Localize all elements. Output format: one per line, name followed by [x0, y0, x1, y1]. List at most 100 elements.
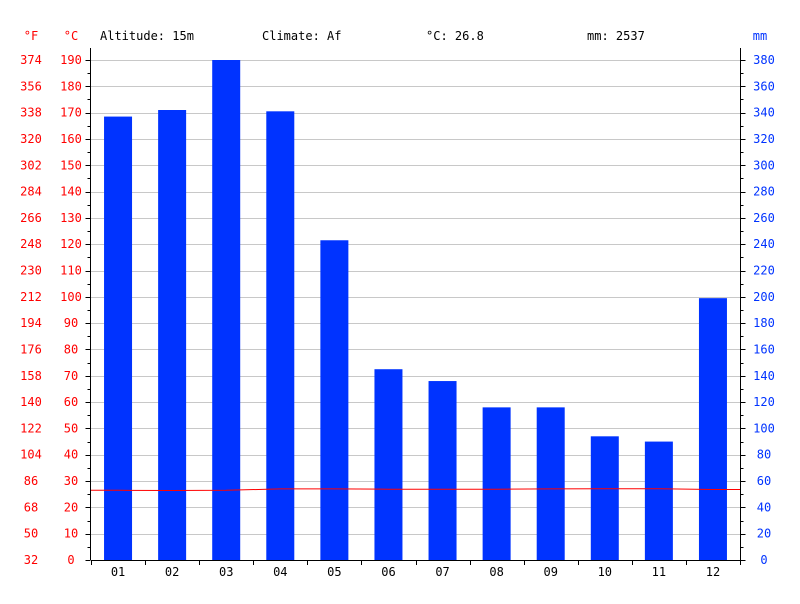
mm-tick-label: 0	[760, 553, 767, 567]
celsius-tick-label: 190	[60, 53, 82, 67]
precipitation-bar	[320, 240, 349, 560]
precipitation-bar	[212, 60, 241, 560]
celsius-tick-label: 40	[64, 448, 78, 462]
fahrenheit-tick-label: 68	[24, 500, 38, 514]
mm-tick-labels: 0 20 40 60 80 100 120 140 160 180 200 220 240 260 280 3…	[753, 53, 775, 567]
mm-tick-label: 360	[753, 79, 775, 93]
mm-tick-label: 380	[753, 53, 775, 67]
fahrenheit-tick-label: 32	[24, 553, 38, 567]
fahrenheit-tick-label: 194	[20, 316, 42, 330]
mm-tick-label: 40	[757, 500, 771, 514]
precipitation-bars	[104, 60, 727, 560]
climate-label: Climate: Af	[262, 29, 341, 43]
fahrenheit-tick-label: 140	[20, 395, 42, 409]
celsius-tick-labels: 0 10 20 30 40 50 60 70 80 90 100 110 120 130 140 150 160…	[60, 53, 82, 567]
precipitation-bar	[698, 298, 727, 560]
fahrenheit-tick-label: 230	[20, 264, 42, 278]
month-tick-label: 08	[489, 565, 503, 579]
axes	[85, 48, 746, 565]
precipitation-bar	[536, 407, 565, 560]
fahrenheit-tick-label: 266	[20, 211, 42, 225]
celsius-tick-label: 50	[64, 421, 78, 435]
altitude-label: Altitude: 15m	[100, 29, 194, 43]
month-tick-label: 11	[652, 565, 666, 579]
fahrenheit-tick-label: 374	[20, 53, 42, 67]
mm-unit-label: mm	[753, 29, 767, 43]
mm-tick-label: 340	[753, 106, 775, 120]
precipitation-bar	[428, 381, 457, 560]
fahrenheit-tick-label: 356	[20, 79, 42, 93]
fahrenheit-tick-label: 122	[20, 421, 42, 435]
month-tick-label: 10	[598, 565, 612, 579]
celsius-tick-label: 120	[60, 237, 82, 251]
celsius-tick-label: 70	[64, 369, 78, 383]
month-tick-labels: 01 02 03 04 05 06 07 08 09 10 11 12	[111, 565, 720, 579]
celsius-tick-label: 20	[64, 500, 78, 514]
celsius-unit-label: °C	[64, 29, 78, 43]
average-temperature-label: °C: 26.8	[426, 29, 484, 43]
mm-tick-label: 60	[757, 474, 771, 488]
celsius-tick-label: 80	[64, 342, 78, 356]
fahrenheit-tick-label: 158	[20, 369, 42, 383]
month-tick-label: 04	[273, 565, 287, 579]
celsius-tick-label: 130	[60, 211, 82, 225]
fahrenheit-tick-label: 248	[20, 237, 42, 251]
celsius-tick-label: 100	[60, 290, 82, 304]
grid-lines	[91, 60, 740, 535]
fahrenheit-tick-label: 176	[20, 342, 42, 356]
fahrenheit-tick-label: 104	[20, 448, 42, 462]
fahrenheit-tick-label: 284	[20, 185, 42, 199]
celsius-tick-label: 170	[60, 106, 82, 120]
temperature-line	[91, 488, 740, 492]
celsius-tick-label: 10	[64, 527, 78, 541]
fahrenheit-tick-label: 50	[24, 527, 38, 541]
celsius-tick-label: 110	[60, 264, 82, 278]
month-tick-label: 01	[111, 565, 125, 579]
precipitation-bar	[644, 441, 673, 560]
precipitation-bar	[482, 407, 511, 560]
fahrenheit-tick-label: 320	[20, 132, 42, 146]
fahrenheit-tick-label: 302	[20, 158, 42, 172]
fahrenheit-tick-label: 212	[20, 290, 42, 304]
fahrenheit-tick-label: 86	[24, 474, 38, 488]
month-tick-label: 07	[435, 565, 449, 579]
mm-tick-label: 80	[757, 448, 771, 462]
fahrenheit-tick-label: 338	[20, 106, 42, 120]
precipitation-bar	[104, 116, 133, 560]
celsius-tick-label: 90	[64, 316, 78, 330]
mm-tick-label: 260	[753, 211, 775, 225]
mm-tick-label: 180	[753, 316, 775, 330]
mm-tick-label: 220	[753, 264, 775, 278]
temperature-line-group	[91, 488, 740, 492]
celsius-tick-label: 180	[60, 79, 82, 93]
month-tick-label: 12	[706, 565, 720, 579]
precipitation-bar	[158, 110, 187, 560]
precipitation-bar	[374, 369, 403, 560]
total-precipitation-label: mm: 2537	[587, 29, 645, 43]
mm-tick-label: 240	[753, 237, 775, 251]
mm-tick-label: 200	[753, 290, 775, 304]
celsius-tick-label: 150	[60, 158, 82, 172]
mm-tick-label: 300	[753, 158, 775, 172]
fahrenheit-unit-label: °F	[24, 29, 38, 43]
mm-tick-label: 140	[753, 369, 775, 383]
mm-tick-label: 320	[753, 132, 775, 146]
mm-tick-label: 120	[753, 395, 775, 409]
mm-tick-label: 280	[753, 185, 775, 199]
celsius-tick-label: 160	[60, 132, 82, 146]
month-tick-label: 06	[381, 565, 395, 579]
month-tick-label: 05	[327, 565, 341, 579]
month-tick-label: 03	[219, 565, 233, 579]
celsius-tick-label: 30	[64, 474, 78, 488]
precipitation-bar	[590, 436, 619, 560]
celsius-tick-label: 0	[67, 553, 74, 567]
month-tick-label: 02	[165, 565, 179, 579]
mm-tick-label: 100	[753, 421, 775, 435]
precipitation-bar	[266, 111, 295, 560]
mm-tick-label: 160	[753, 342, 775, 356]
celsius-tick-label: 140	[60, 185, 82, 199]
fahrenheit-tick-labels: 32 50 68 86 104 122 140 158 176 194 212 230 248 266 28…	[20, 53, 42, 567]
celsius-tick-label: 60	[64, 395, 78, 409]
